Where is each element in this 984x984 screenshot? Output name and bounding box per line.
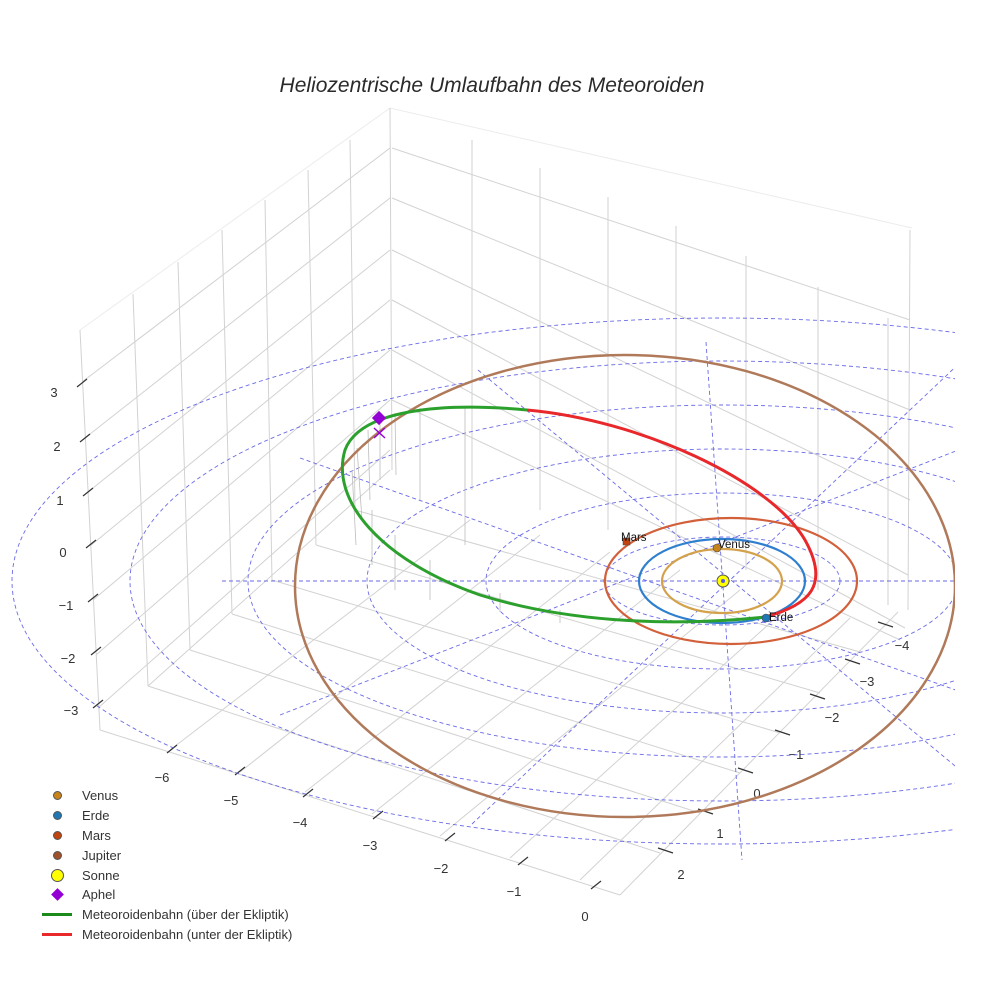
svg-text:−2: −2 [61,651,76,666]
svg-text:0: 0 [581,909,588,924]
venus-label: Venus [718,539,750,551]
mars-orbit [603,516,859,646]
svg-text:−3: −3 [363,838,378,853]
svg-text:0: 0 [59,545,66,560]
x-axis-labels: −6 −5 −4 −3 −2 −1 0 [155,770,589,924]
svg-text:−1: −1 [59,598,74,613]
aphel-projection-icon [373,427,386,439]
aphel-marker [371,410,387,426]
legend-item-sonne[interactable]: Sonne [40,865,292,885]
legend-item-orbit-above[interactable]: Meteoroidenbahn (über der Ekliptik) [40,905,292,925]
legend-item-mars[interactable]: Mars [40,826,292,846]
legend-item-orbit-below[interactable]: Meteoroidenbahn (unter der Ekliptik) [40,925,292,945]
svg-text:−4: −4 [895,638,910,653]
svg-text:2: 2 [53,439,60,454]
svg-text:−2: −2 [434,861,449,876]
svg-text:−5: −5 [224,793,239,808]
legend-item-venus[interactable]: Venus [40,786,292,806]
chart-title: Heliozentrische Umlaufbahn des Meteoroid… [279,74,705,97]
svg-text:0: 0 [753,786,760,801]
earth-marker [761,613,771,623]
svg-text:−4: −4 [293,815,308,830]
drop-lines [351,407,561,623]
legend: Venus Erde Mars Jupiter Sonne Aphel Mete… [40,786,292,944]
legend-item-aphel[interactable]: Aphel [40,885,292,905]
jupiter-dot-icon [52,850,62,860]
svg-text:3: 3 [50,385,57,400]
venus-marker [712,543,722,553]
y-axis-labels: −4 −3 −2 −1 0 1 2 [677,638,909,882]
red-line-icon [42,933,72,936]
legend-item-erde[interactable]: Erde [40,806,292,826]
venus-orbit [660,547,784,615]
erde-dot-icon [52,811,62,821]
svg-text:−6: −6 [155,770,170,785]
svg-text:−2: −2 [825,710,840,725]
earth-orbit [637,537,807,625]
svg-text:−3: −3 [860,674,875,689]
z-axis-labels: 3 2 1 0 −1 −2 −3 [50,385,78,718]
svg-text:1: 1 [716,826,723,841]
sun-icon [50,868,64,882]
legend-item-jupiter[interactable]: Jupiter [40,845,292,865]
meteoroid-orbit-above [340,405,766,624]
diamond-icon [50,888,64,902]
axis-ticks [76,378,894,890]
mars-dot-icon [52,830,62,840]
jupiter-orbit [293,353,955,819]
green-line-icon [42,913,72,916]
svg-text:−1: −1 [507,884,522,899]
svg-text:1: 1 [56,493,63,508]
back-wall-grid [79,107,913,896]
svg-text:−3: −3 [64,703,79,718]
mars-label: Mars [621,532,647,544]
erde-label: Erde [769,612,793,624]
svg-text:2: 2 [677,867,684,882]
mars-marker [622,537,631,546]
meteoroid-orbit-below [526,408,818,619]
venus-dot-icon [52,791,62,801]
